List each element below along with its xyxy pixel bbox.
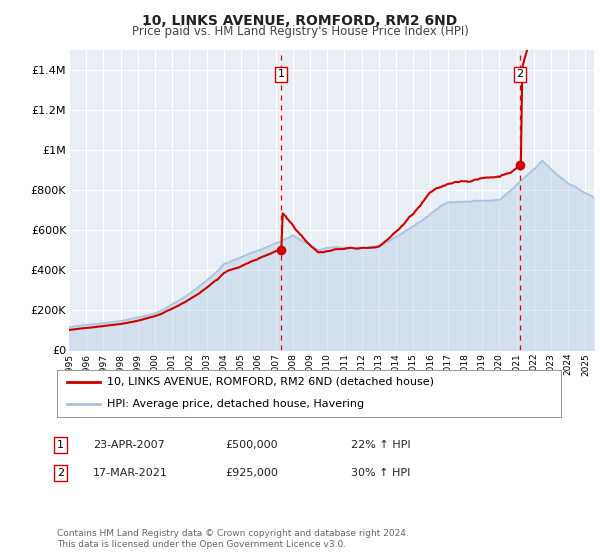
Point	[96, 378, 103, 385]
Text: 17-MAR-2021: 17-MAR-2021	[93, 468, 168, 478]
Point	[64, 400, 71, 407]
Text: HPI: Average price, detached house, Havering: HPI: Average price, detached house, Have…	[107, 399, 365, 409]
Text: 10, LINKS AVENUE, ROMFORD, RM2 6ND (detached house): 10, LINKS AVENUE, ROMFORD, RM2 6ND (deta…	[107, 376, 434, 386]
Text: 1: 1	[277, 69, 284, 80]
Text: 23-APR-2007: 23-APR-2007	[93, 440, 165, 450]
Text: £500,000: £500,000	[225, 440, 278, 450]
Text: 22% ↑ HPI: 22% ↑ HPI	[351, 440, 410, 450]
Point	[64, 378, 71, 385]
Text: Price paid vs. HM Land Registry's House Price Index (HPI): Price paid vs. HM Land Registry's House …	[131, 25, 469, 38]
Text: 2: 2	[57, 468, 64, 478]
Text: Contains HM Land Registry data © Crown copyright and database right 2024.
This d: Contains HM Land Registry data © Crown c…	[57, 529, 409, 549]
Text: 10, LINKS AVENUE, ROMFORD, RM2 6ND: 10, LINKS AVENUE, ROMFORD, RM2 6ND	[142, 14, 458, 28]
Text: £925,000: £925,000	[225, 468, 278, 478]
Text: 1: 1	[57, 440, 64, 450]
Text: 30% ↑ HPI: 30% ↑ HPI	[351, 468, 410, 478]
Text: 2: 2	[517, 69, 524, 80]
Point	[96, 400, 103, 407]
